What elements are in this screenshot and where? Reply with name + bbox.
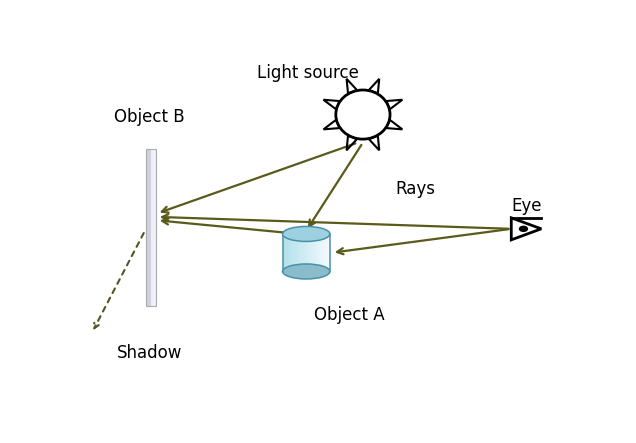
Bar [287, 234, 289, 272]
Text: Shadow: Shadow [116, 344, 182, 362]
Bar [324, 234, 326, 272]
Text: Rays: Rays [395, 180, 435, 198]
Bar [151, 149, 156, 306]
Circle shape [519, 225, 528, 232]
Bar [289, 234, 291, 272]
Bar [319, 234, 321, 272]
Text: Object B: Object B [114, 109, 184, 127]
Bar [314, 234, 316, 272]
Bar [309, 234, 312, 272]
Bar [301, 234, 303, 272]
Bar [325, 234, 328, 272]
Bar [291, 234, 293, 272]
Bar [294, 234, 296, 272]
Bar [292, 234, 294, 272]
Bar [308, 234, 310, 272]
Bar [317, 234, 319, 272]
Text: Object A: Object A [314, 306, 384, 323]
Ellipse shape [282, 226, 330, 241]
Bar [286, 234, 288, 272]
Bar [327, 234, 329, 272]
Bar [322, 234, 324, 272]
Bar [315, 234, 318, 272]
Bar [303, 234, 305, 272]
Bar [328, 234, 330, 272]
Bar [305, 234, 307, 272]
Bar [146, 149, 156, 306]
Bar [307, 234, 308, 272]
Bar [321, 234, 322, 272]
Bar [295, 234, 297, 272]
Ellipse shape [282, 264, 330, 279]
Bar [297, 234, 299, 272]
Bar [284, 234, 286, 272]
Bar [311, 234, 313, 272]
Bar [300, 234, 302, 272]
Bar [312, 234, 315, 272]
Bar [146, 149, 151, 306]
Text: Eye: Eye [511, 197, 541, 214]
Bar [298, 234, 300, 272]
Text: Light source: Light source [257, 64, 359, 82]
Bar [282, 234, 285, 272]
